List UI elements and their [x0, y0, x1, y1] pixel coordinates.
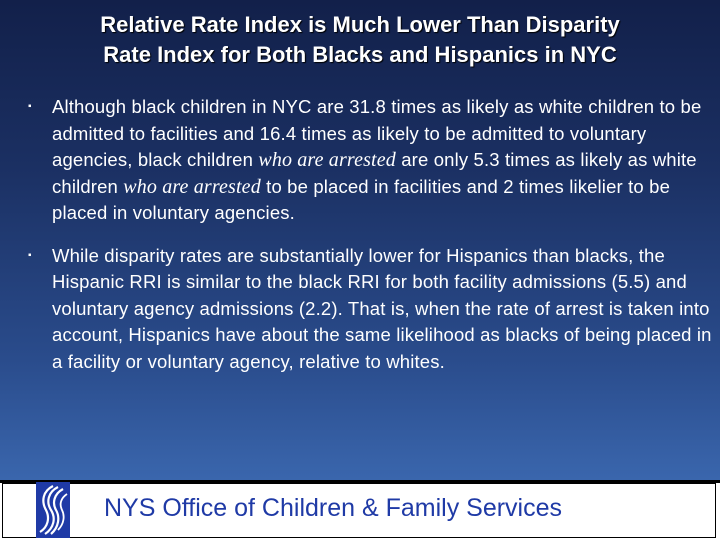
bullet-marker-icon: ▪ [28, 249, 32, 261]
bullet-1-emphasis-2: who are arrested [123, 175, 261, 198]
slide-title: Relative Rate Index is Much Lower Than D… [10, 10, 710, 70]
bullet-1-text-c: to be placed in facilities and 2 times l… [52, 175, 671, 224]
organization-name: NYS Office of Children & Family Services [104, 494, 563, 522]
ocfs-logo-icon [36, 482, 70, 538]
bullet-2-text: While disparity rates are substantially … [52, 244, 712, 372]
bullet-1-text-a: Although black children in NYC are 31.8 … [52, 96, 702, 170]
bullet-1-text-b: are only 5.3 times as likely as white ch… [52, 149, 697, 197]
bullet-list: ▪ Although black children in NYC are 31.8… [28, 94, 718, 375]
bullet-item-hispanics: ▪ While disparity rates are substantially… [28, 243, 718, 376]
bullet-marker-icon: ▪ [28, 101, 32, 112]
footer-frame [2, 483, 716, 538]
footer-divider [0, 480, 720, 483]
bullet-item-black-children: ▪ Although black children in NYC are 31.8… [28, 94, 718, 227]
bullet-1-emphasis-1: who are arrested [258, 149, 396, 171]
footer-bar [0, 480, 720, 540]
slide-title-line-1: Relative Rate Index is Much Lower Than D… [100, 12, 620, 37]
slide-title-line-2: Rate Index for Both Blacks and Hispanics… [103, 42, 617, 67]
slide-background: Relative Rate Index is Much Lower Than D… [0, 0, 720, 480]
